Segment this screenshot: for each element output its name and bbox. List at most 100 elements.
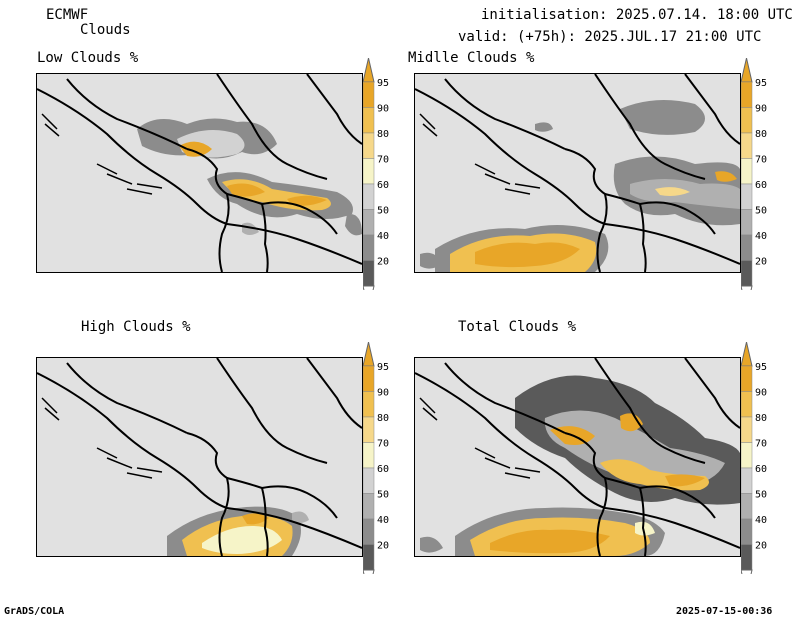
colorbar-segment <box>741 416 753 443</box>
colorbar-label: 95 <box>377 362 389 373</box>
colorbar-top-arrow <box>363 342 375 367</box>
footer-timestamp: 2025-07-15-00:36 <box>676 606 773 617</box>
colorbar-segment <box>741 107 753 134</box>
colorbar-label: 40 <box>377 231 389 242</box>
cloud-fields <box>167 506 309 556</box>
coastline-islands <box>419 397 541 479</box>
colorbar-segment <box>363 260 375 287</box>
colorbar-segment <box>741 391 753 418</box>
colorbar-label: 80 <box>755 413 767 424</box>
colorbar-label: 40 <box>755 231 767 242</box>
colorbar-segment <box>363 234 375 261</box>
colorbar-label: 95 <box>377 78 389 89</box>
colorbar-bottom-arrow <box>741 569 753 574</box>
colorbar-label: 50 <box>377 206 389 217</box>
colorbar-label: 20 <box>755 257 767 268</box>
panel-title-low: Low Clouds % <box>37 50 139 66</box>
colorbar-bottom-arrow <box>363 569 375 574</box>
colorbar-label: 80 <box>377 129 389 140</box>
colorbar-segment <box>363 391 375 418</box>
colorbar-label: 90 <box>377 388 389 399</box>
colorbar-label: 20 <box>377 257 389 268</box>
colorbar-label: 40 <box>377 515 389 526</box>
colorbar-label: 70 <box>377 155 389 166</box>
colorbar-segment <box>363 81 375 108</box>
colorbar-segment <box>741 234 753 261</box>
colorbar-segment <box>741 467 753 494</box>
colorbar-label: 95 <box>755 362 767 373</box>
colorbar-label: 80 <box>755 129 767 140</box>
colorbar-label: 95 <box>755 78 767 89</box>
colorbar-low: 95 90 80 70 60 50 40 20 <box>363 58 411 290</box>
colorbar-segment <box>363 132 375 159</box>
colorbar-label: 60 <box>755 464 767 475</box>
init-time: initialisation: 2025.07.14. 18:00 UTC <box>481 7 793 23</box>
colorbar-label: 40 <box>755 515 767 526</box>
colorbar-top-arrow <box>363 58 375 83</box>
colorbar-segment <box>363 467 375 494</box>
borders <box>415 358 740 556</box>
colorbar-segment <box>363 183 375 210</box>
colorbar-segment <box>741 365 753 392</box>
cloud-fields <box>137 118 362 236</box>
valid-time: valid: (+75h): 2025.JUL.17 21:00 UTC <box>458 29 762 45</box>
borders <box>37 74 362 272</box>
colorbar-label: 90 <box>377 104 389 115</box>
colorbar-label: 70 <box>755 439 767 450</box>
colorbar-segment <box>741 544 753 571</box>
colorbar-segment <box>363 365 375 392</box>
footer-software: GrADS/COLA <box>4 606 65 617</box>
colorbar-middle: 95 90 80 70 60 50 40 20 <box>741 58 789 290</box>
colorbar-segment <box>741 158 753 185</box>
model-name: ECMWF <box>46 7 89 23</box>
cloud-fields <box>420 100 740 272</box>
colorbar-label: 70 <box>755 155 767 166</box>
colorbar-label: 70 <box>377 439 389 450</box>
panel-title-middle: Midlle Clouds % <box>408 50 535 66</box>
colorbar-label: 90 <box>755 104 767 115</box>
colorbar-segment <box>741 183 753 210</box>
colorbar-label: 20 <box>377 541 389 552</box>
coastline-islands <box>41 397 163 479</box>
colorbar-segment <box>363 518 375 545</box>
panel-title-high: High Clouds % <box>81 319 191 335</box>
colorbar-label: 90 <box>755 388 767 399</box>
map-low-clouds <box>36 73 363 273</box>
coastline-islands <box>41 113 163 195</box>
colorbar-high: 95 90 80 70 60 50 40 20 <box>363 342 411 574</box>
colorbar-segment <box>363 544 375 571</box>
map-high-clouds <box>36 357 363 557</box>
colorbar-top-arrow <box>741 58 753 83</box>
colorbar-segment <box>741 81 753 108</box>
colorbar-bottom-arrow <box>363 285 375 290</box>
cloud-fields <box>420 375 740 556</box>
colorbar-label: 60 <box>377 464 389 475</box>
variable-name: Clouds <box>80 22 131 38</box>
borders <box>415 74 740 272</box>
colorbar-segment <box>741 132 753 159</box>
colorbar-label: 80 <box>377 413 389 424</box>
panel-title-total: Total Clouds % <box>458 319 577 335</box>
colorbar-label: 50 <box>377 490 389 501</box>
colorbar-segment <box>741 209 753 236</box>
colorbar-segment <box>363 442 375 469</box>
colorbar-segment <box>741 518 753 545</box>
map-total-clouds <box>414 357 741 557</box>
colorbar-segment <box>363 107 375 134</box>
colorbar-segment <box>741 493 753 520</box>
map-middle-clouds <box>414 73 741 273</box>
colorbar-segment <box>363 416 375 443</box>
colorbar-segment <box>363 158 375 185</box>
colorbar-label: 20 <box>755 541 767 552</box>
coastline-islands <box>419 113 541 195</box>
borders <box>37 358 362 556</box>
colorbar-total: 95 90 80 70 60 50 40 20 <box>741 342 789 574</box>
colorbar-segment <box>363 493 375 520</box>
colorbar-label: 50 <box>755 206 767 217</box>
colorbar-segment <box>363 209 375 236</box>
colorbar-segment <box>741 260 753 287</box>
colorbar-label: 60 <box>377 180 389 191</box>
colorbar-bottom-arrow <box>741 285 753 290</box>
colorbar-top-arrow <box>741 342 753 367</box>
colorbar-segment <box>741 442 753 469</box>
